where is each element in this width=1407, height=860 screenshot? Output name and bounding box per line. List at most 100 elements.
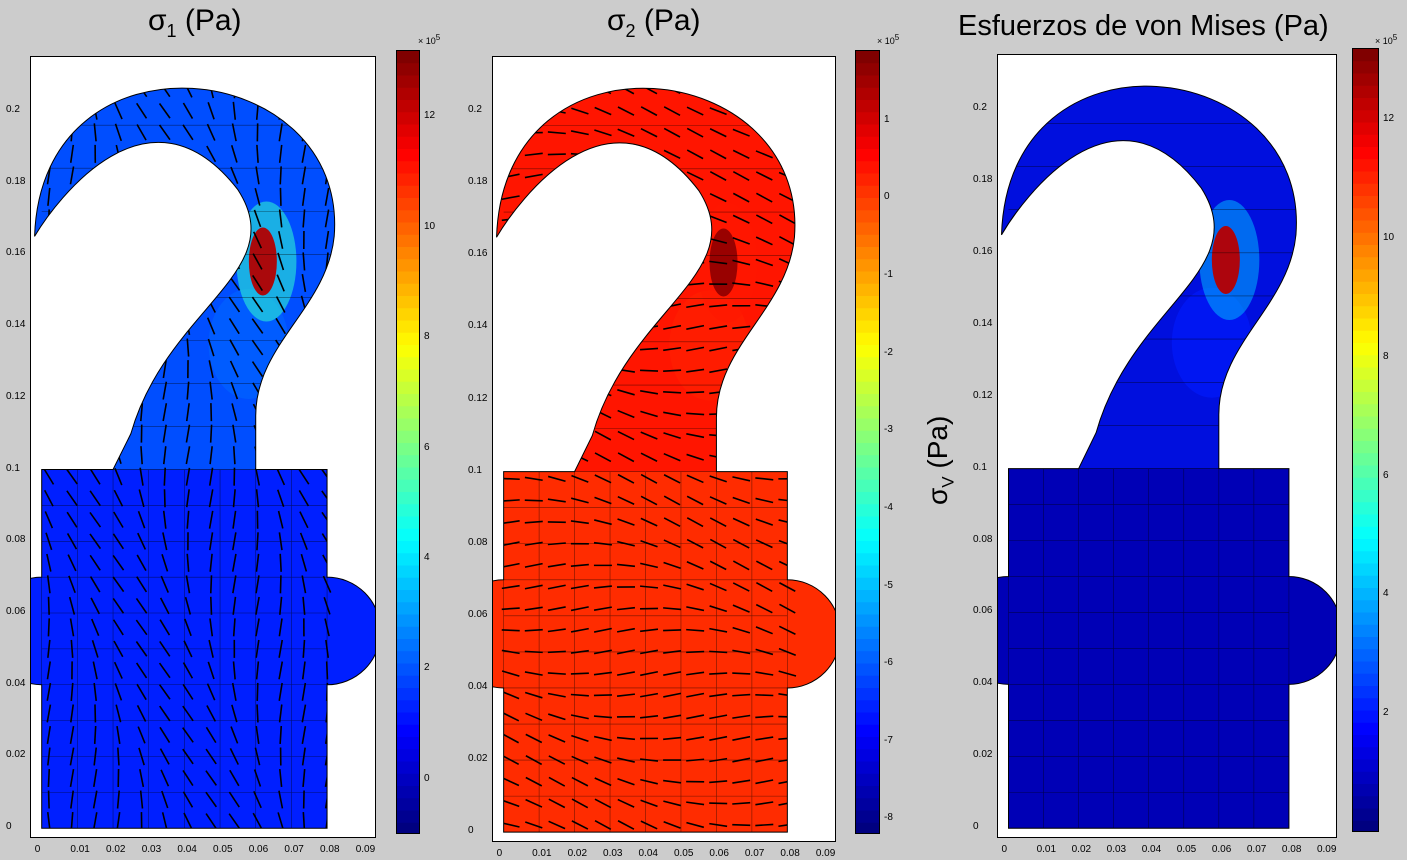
stress-vector	[325, 661, 329, 680]
colorbar-step	[856, 406, 879, 420]
stress-vector	[69, 618, 75, 637]
stress-vector	[182, 189, 194, 205]
stress-vector	[275, 317, 287, 335]
stress-vector	[640, 369, 659, 372]
stress-vector	[93, 682, 98, 701]
stress-vector	[298, 468, 310, 485]
stress-vector	[182, 662, 194, 679]
stress-vector	[709, 693, 728, 698]
colorbar-step	[397, 479, 419, 493]
stress-vector	[570, 195, 589, 200]
stress-vector	[206, 317, 216, 335]
stress-vector	[232, 510, 237, 529]
stress-vector	[302, 252, 306, 271]
colorbar-step	[397, 602, 419, 616]
stress-vector	[47, 209, 50, 228]
stress-vector	[228, 253, 241, 270]
colorbar-step	[397, 259, 419, 273]
stress-vector	[732, 259, 751, 266]
stress-vector	[89, 576, 101, 593]
stress-vector	[116, 166, 121, 185]
colorbar-step	[397, 786, 419, 800]
stress-vector	[709, 714, 728, 720]
stress-vector	[251, 296, 264, 313]
stress-vector	[616, 627, 635, 633]
y-tick-label: 0.08	[468, 536, 488, 548]
colorbar-step	[1353, 306, 1378, 320]
stress-vector	[70, 639, 74, 658]
stress-vector	[686, 171, 704, 181]
stress-vector	[117, 360, 120, 379]
stress-vector	[663, 391, 682, 394]
panel1-title-symbol: σ	[148, 4, 167, 37]
panel1-title-unit: (Pa)	[176, 4, 242, 37]
colorbar-step	[856, 63, 879, 77]
stress-vector	[548, 88, 566, 94]
stress-vector	[593, 671, 612, 676]
stress-vector	[617, 757, 635, 763]
stress-vector	[325, 252, 329, 271]
stress-vector	[732, 538, 750, 549]
stress-vector	[732, 823, 751, 827]
x-tick-label: 0.05	[673, 848, 694, 859]
stress-vector	[755, 736, 774, 741]
y-tick-label: 0.16	[468, 248, 488, 260]
stress-vector	[185, 575, 191, 594]
stress-vector	[229, 339, 240, 356]
stress-vector	[663, 171, 681, 181]
stress-vector	[325, 273, 329, 293]
colorbar-step	[397, 528, 419, 542]
colorbar-step	[1353, 257, 1378, 271]
stress-vector	[205, 167, 217, 184]
stress-vector	[709, 304, 728, 308]
x-tick-label: 0.02	[1071, 844, 1092, 855]
colorbar-step	[1353, 61, 1378, 75]
stress-vector	[617, 260, 635, 266]
stress-vector	[501, 519, 520, 525]
stress-vector	[182, 167, 194, 184]
stress-vector	[663, 369, 682, 372]
panel3-colorbar	[1352, 48, 1379, 834]
stress-vector	[69, 769, 75, 788]
colorbar-step	[856, 443, 879, 457]
stress-vector	[253, 209, 262, 228]
stress-vector	[524, 628, 543, 632]
stress-vector	[686, 495, 704, 506]
stress-vector	[42, 404, 55, 420]
stress-vector	[185, 467, 191, 486]
stress-vector	[92, 661, 98, 680]
stress-vector	[46, 575, 51, 594]
stress-vector	[663, 584, 682, 590]
stress-vector	[117, 747, 120, 766]
stress-vector	[616, 606, 636, 611]
stress-vector	[709, 149, 727, 160]
stress-vector	[755, 108, 774, 114]
stress-vector	[91, 618, 100, 636]
stress-vector	[70, 252, 74, 271]
stress-vector	[709, 650, 728, 654]
stress-vector	[230, 166, 239, 185]
colorbar-step	[1353, 245, 1378, 259]
stress-vector	[254, 467, 261, 486]
field-hotspot	[248, 227, 277, 296]
stress-vector	[709, 780, 728, 784]
colorbar-step	[397, 394, 419, 408]
stress-vector	[70, 790, 75, 809]
stress-vector	[114, 683, 123, 701]
stress-vector	[42, 425, 55, 442]
stress-vector	[90, 597, 101, 615]
stress-vector	[91, 88, 99, 99]
stress-vector	[755, 347, 774, 351]
stress-vector	[756, 192, 773, 203]
stress-vector	[277, 510, 284, 529]
stress-vector	[43, 447, 55, 464]
stress-vector	[640, 820, 658, 830]
x-tick-label: 0.07	[744, 848, 765, 859]
stress-vector	[182, 102, 194, 119]
stress-vector	[186, 510, 190, 529]
stress-vector	[594, 106, 612, 116]
colorbar-step	[1353, 220, 1378, 234]
stress-vector	[617, 88, 635, 95]
colorbar-tick-label: -7	[884, 734, 893, 746]
stress-vector	[547, 195, 566, 201]
